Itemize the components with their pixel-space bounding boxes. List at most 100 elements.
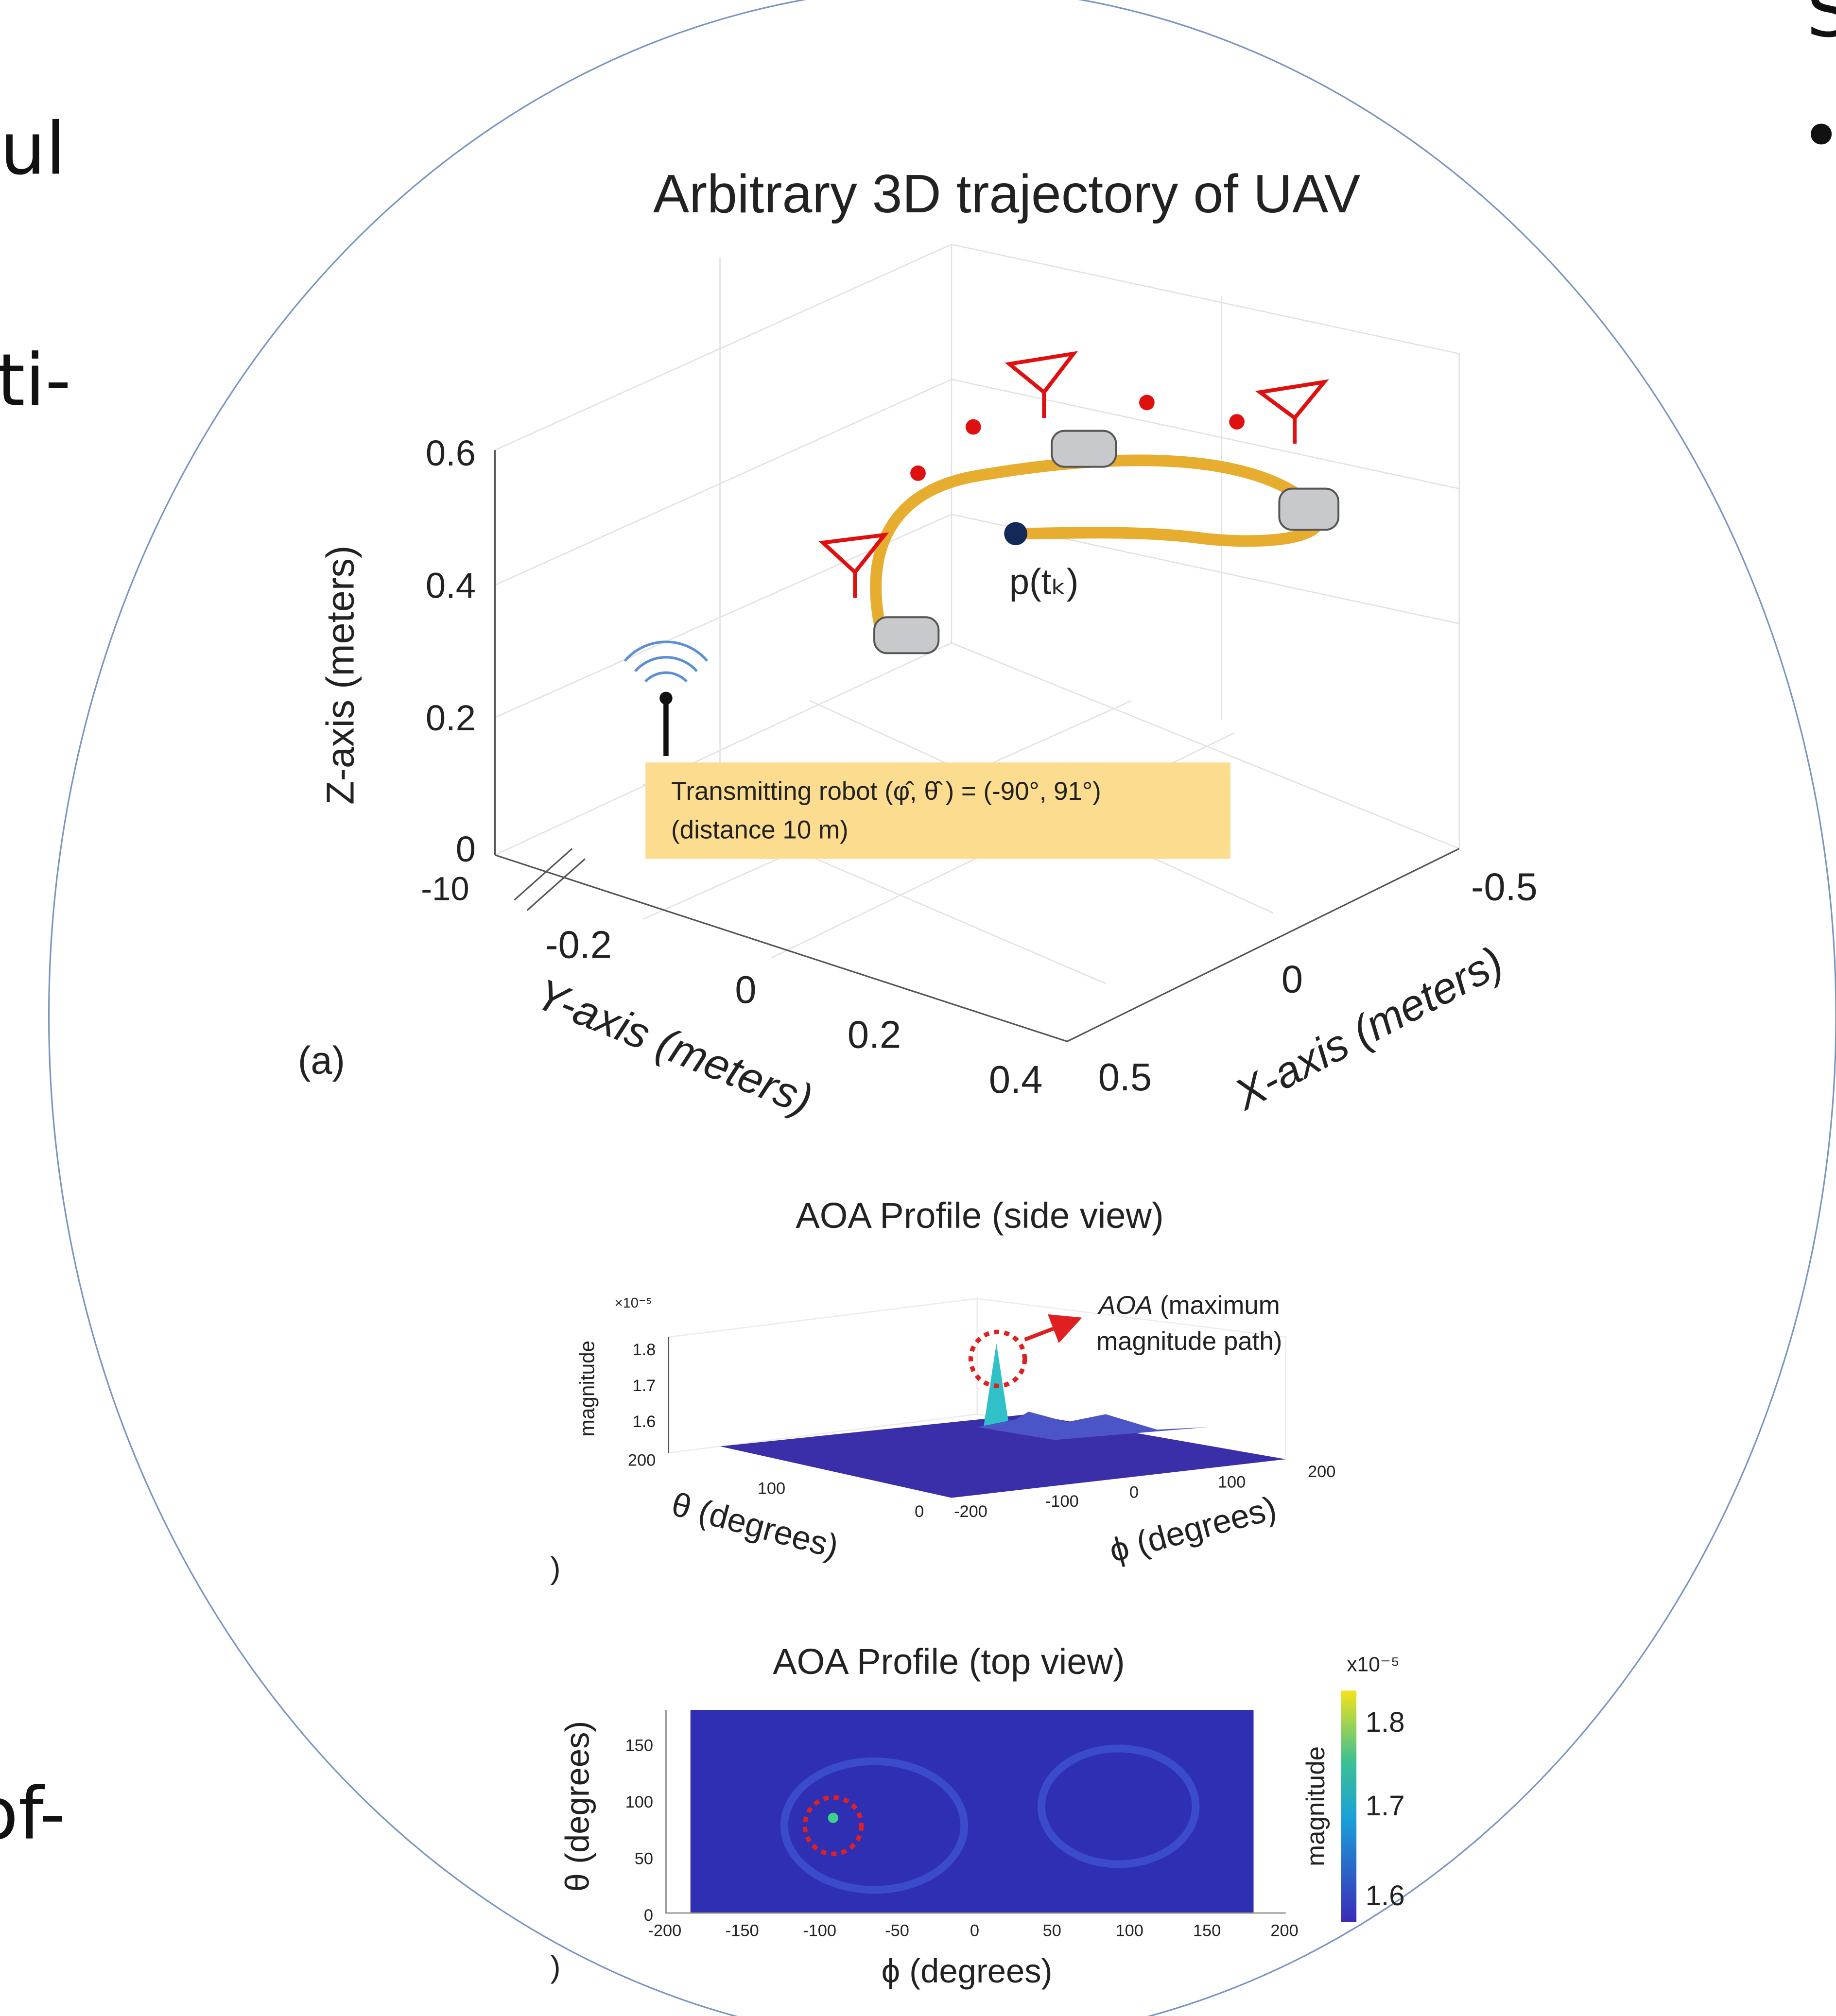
antenna bbox=[1255, 379, 1329, 444]
trajectory bbox=[870, 395, 1325, 636]
y-tick: -0.2 bbox=[545, 923, 612, 966]
z-axis-label: magnitude bbox=[575, 1341, 598, 1437]
x-axis-label: X-axis (meters) bbox=[1226, 938, 1511, 1120]
annotation: AOA (maximum bbox=[1097, 1291, 1280, 1320]
axes bbox=[1067, 848, 1460, 1042]
y-tick: 150 bbox=[625, 1737, 653, 1755]
heatmap bbox=[690, 1710, 1254, 1913]
x-tick: 150 bbox=[1193, 1922, 1221, 1940]
heatmap bbox=[828, 1812, 838, 1823]
antenna bbox=[1005, 351, 1078, 418]
drone bbox=[873, 430, 1340, 655]
z-tick: 0.2 bbox=[426, 698, 476, 738]
annotation: Transmitting robot (φ̂, θ̂ ) = (-90°, 91… bbox=[671, 777, 1101, 806]
y-axis-label: Y-axis (meters) bbox=[529, 970, 819, 1125]
trajectory bbox=[870, 454, 1325, 636]
x-tick: 0.5 bbox=[1098, 1055, 1152, 1099]
drone bbox=[873, 616, 940, 655]
grid bbox=[951, 379, 1460, 489]
phi-tick: 0 bbox=[1129, 1483, 1139, 1501]
trajectory bbox=[1139, 395, 1155, 411]
title: Arbitrary 3D trajectory of UAV bbox=[653, 163, 1360, 224]
x-tick: 0 bbox=[970, 1922, 979, 1940]
y-axis-label: θ (degrees) bbox=[559, 1721, 596, 1892]
x-tick: -150 bbox=[726, 1922, 759, 1940]
colorbar-tick: 1.8 bbox=[1366, 1706, 1405, 1738]
colorbar-exponent: x10⁻⁵ bbox=[1347, 1653, 1399, 1676]
axes bbox=[526, 858, 586, 911]
trajectory bbox=[910, 465, 926, 481]
axes bbox=[514, 848, 573, 901]
x-tick: -50 bbox=[885, 1922, 909, 1940]
x-tick: 200 bbox=[1270, 1922, 1298, 1940]
x-tick: 0 bbox=[1282, 958, 1303, 1001]
colorbar bbox=[1341, 1690, 1357, 1922]
heatmap bbox=[665, 1710, 1286, 1914]
grid bbox=[951, 642, 1460, 849]
theta-tick: 100 bbox=[758, 1480, 785, 1498]
annotation: (distance 10 m) bbox=[671, 815, 849, 844]
z-tick: 0.6 bbox=[426, 433, 476, 473]
y-tick: 0 bbox=[735, 968, 756, 1011]
x-tick: -0.5 bbox=[1471, 865, 1538, 908]
grid bbox=[495, 642, 952, 856]
phi-tick: 200 bbox=[1308, 1463, 1335, 1481]
z-axis-label: Z-axis (meters) bbox=[319, 546, 362, 805]
colorbar-tick: 1.6 bbox=[1366, 1880, 1405, 1912]
y-tick: -10 bbox=[421, 870, 469, 907]
phi-tick: -100 bbox=[1045, 1492, 1079, 1511]
theta-tick: 200 bbox=[628, 1451, 656, 1469]
slide-fragment: ul bbox=[0, 106, 66, 190]
surface bbox=[977, 1412, 1209, 1440]
title: AOA Profile (side view) bbox=[796, 1195, 1163, 1236]
grid bbox=[495, 243, 952, 451]
z-tick: 0.4 bbox=[426, 566, 476, 606]
y-tick: 100 bbox=[625, 1793, 653, 1811]
phi-tick: -200 bbox=[954, 1502, 987, 1521]
z-tick: 0 bbox=[456, 829, 476, 869]
annotation: (maximum bbox=[1153, 1291, 1280, 1320]
y-tick: 0 bbox=[644, 1906, 653, 1925]
exponent: ×10⁻⁵ bbox=[615, 1295, 652, 1311]
y-tick: 50 bbox=[635, 1850, 653, 1868]
slide-fragment: • bbox=[1800, 94, 1836, 178]
z-tick: 1.6 bbox=[632, 1413, 656, 1431]
trajectory bbox=[1004, 522, 1027, 546]
panel-fragment: ) bbox=[550, 1950, 560, 1984]
x-ticks: -200 -150 -100 -50 0 50 100 150 200 bbox=[648, 1922, 1298, 1940]
drone bbox=[1278, 487, 1340, 531]
title: AOA Profile (top view) bbox=[773, 1641, 1125, 1682]
axes bbox=[494, 450, 1460, 1042]
crop-outline bbox=[48, 0, 1836, 2016]
transmitter bbox=[659, 691, 673, 705]
panel-label: (a) bbox=[298, 1038, 345, 1082]
point-label: p(tₖ) bbox=[1009, 562, 1079, 602]
heatmap bbox=[780, 1757, 969, 1894]
x-tick: 100 bbox=[1116, 1922, 1143, 1940]
slide-fragment: lti- bbox=[0, 338, 71, 422]
slide-fragment: of- bbox=[0, 1772, 66, 1856]
z-tick: 1.8 bbox=[632, 1341, 656, 1359]
z-tick: 1.7 bbox=[632, 1377, 656, 1395]
surface bbox=[968, 1329, 1027, 1388]
antenna bbox=[818, 532, 889, 598]
phi-tick: 100 bbox=[1218, 1473, 1246, 1491]
transmitter bbox=[624, 640, 709, 683]
heatmap bbox=[1038, 1744, 1200, 1868]
surface bbox=[720, 1414, 1286, 1498]
x-tick: -100 bbox=[803, 1922, 836, 1940]
drone bbox=[1051, 430, 1117, 468]
colorbar-label: magnitude bbox=[1301, 1746, 1330, 1866]
colorbar-tick: 1.7 bbox=[1366, 1790, 1405, 1822]
annotation: AOA bbox=[1097, 1291, 1153, 1320]
panel-fragment: ) bbox=[550, 1551, 560, 1585]
x-axis-label: ϕ (degrees) bbox=[882, 1952, 1053, 1990]
annotation: magnitude path) bbox=[1096, 1327, 1282, 1356]
x-tick: -200 bbox=[648, 1922, 681, 1940]
y-tick: 0.4 bbox=[989, 1058, 1042, 1101]
transmitter bbox=[624, 640, 709, 756]
surface bbox=[1024, 1314, 1082, 1344]
annotation-box bbox=[645, 762, 1230, 859]
